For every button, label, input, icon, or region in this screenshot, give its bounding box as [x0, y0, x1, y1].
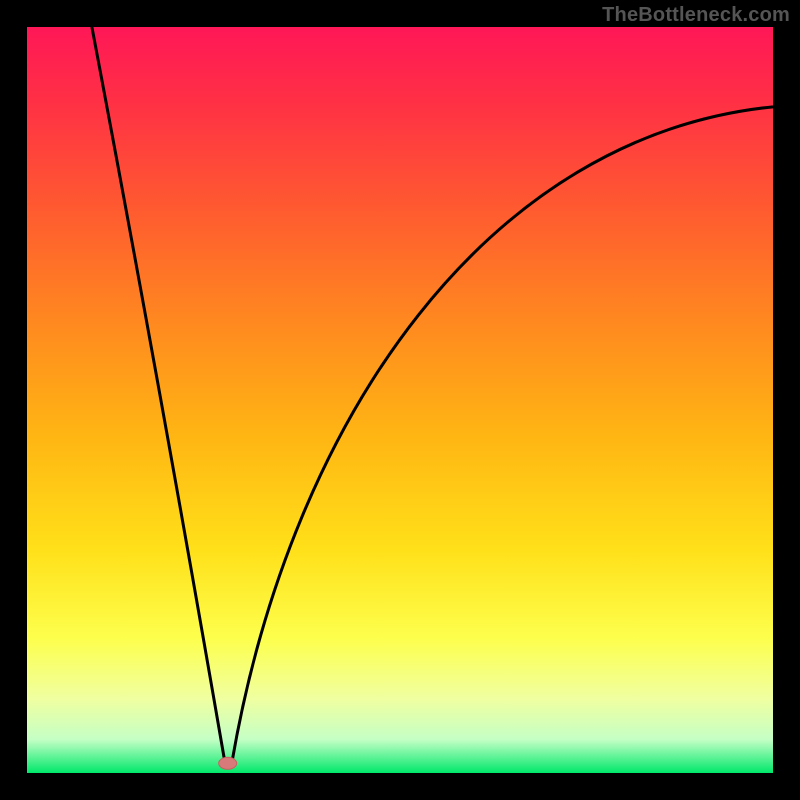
minimum-marker — [219, 757, 237, 769]
watermark-text: TheBottleneck.com — [602, 4, 790, 27]
plot-background — [27, 27, 773, 773]
chart-svg — [27, 27, 773, 773]
bottleneck-chart — [27, 27, 773, 773]
